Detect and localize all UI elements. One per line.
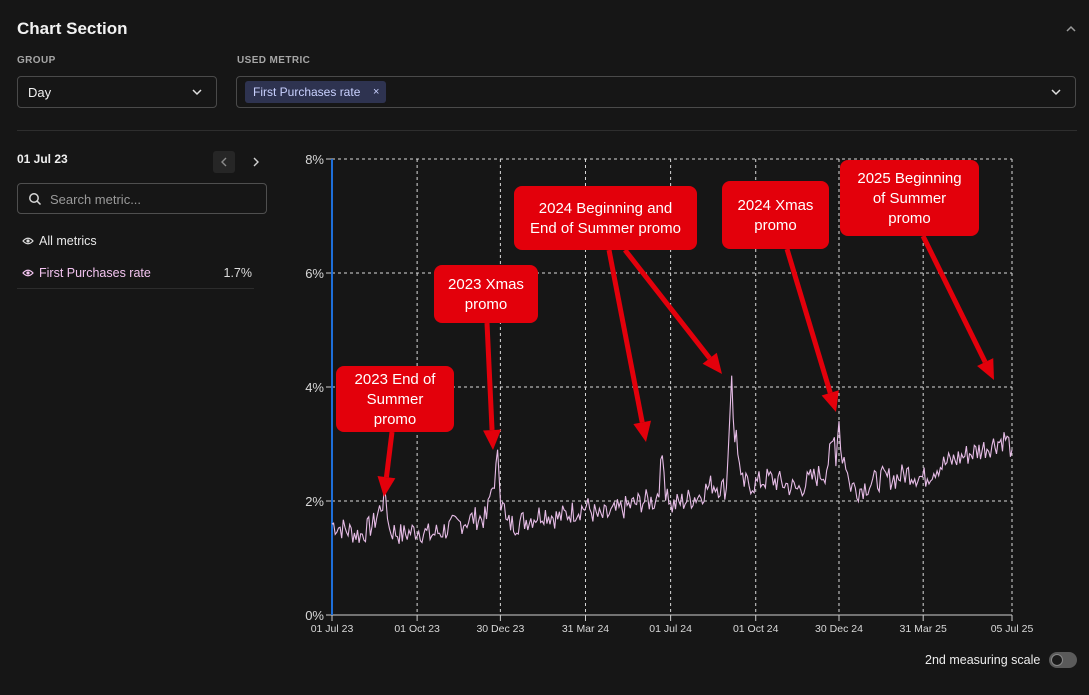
eye-icon[interactable] xyxy=(22,235,34,247)
annotation-arrowhead xyxy=(702,352,722,374)
annotation-callout: 2023 Xmas promo xyxy=(434,265,538,450)
y-tick-label: 6% xyxy=(305,266,324,281)
second-scale-toggle[interactable] xyxy=(1049,652,1077,668)
annotation-text: of Summer xyxy=(873,190,946,207)
group-label: GROUP xyxy=(17,55,56,66)
x-tick-label: 01 Jul 23 xyxy=(311,623,354,635)
metric-chip-label: First Purchases rate xyxy=(253,85,361,99)
annotation-text: 2023 End of xyxy=(355,371,437,388)
annotation-box xyxy=(336,366,454,432)
series-line xyxy=(331,375,1013,544)
metric-name: First Purchases rate xyxy=(39,266,151,280)
all-metrics-label: All metrics xyxy=(39,234,97,248)
annotation-arrowhead xyxy=(377,476,396,497)
x-tick-label: 01 Oct 24 xyxy=(733,623,779,635)
annotation-text: 2024 Xmas xyxy=(738,197,814,214)
annotation-callout: 2025 Beginning of Summer promo xyxy=(840,160,994,380)
annotation-text: 2024 Beginning and xyxy=(539,200,672,217)
x-tick-label: 01 Jul 24 xyxy=(649,623,692,635)
line-chart-svg: 0% 2% 4% 6% 8% 01 Jul 23 01 Oct 23 30 Dec 23 31… xyxy=(305,152,1034,635)
annotation-text: promo xyxy=(754,217,797,234)
selected-date: 01 Jul 23 xyxy=(17,152,68,166)
annotation-box xyxy=(840,160,979,236)
annotation-text: promo xyxy=(374,411,417,428)
search-box[interactable] xyxy=(17,183,267,214)
annotation-arrow xyxy=(920,234,988,364)
prev-button[interactable] xyxy=(213,151,235,173)
annotation-arrowhead xyxy=(633,420,652,442)
annotation-callout: 2024 Beginning and End of Summer promo xyxy=(514,186,722,442)
annotation-arrow xyxy=(606,249,645,423)
second-scale-label: 2nd measuring scale xyxy=(925,653,1041,667)
chevron-down-icon xyxy=(192,89,202,96)
x-tick-label: 31 Mar 25 xyxy=(900,623,947,635)
annotation-box xyxy=(514,186,697,250)
annotation-box xyxy=(722,181,829,249)
annotation-text: Summer xyxy=(367,391,424,408)
annotation-text: promo xyxy=(888,210,931,227)
group-select[interactable]: Day xyxy=(17,76,217,108)
eye-icon[interactable] xyxy=(22,267,34,279)
annotation-box xyxy=(434,265,538,323)
used-metric-label: USED METRIC xyxy=(237,55,311,66)
divider xyxy=(17,130,1077,131)
annotation-text: End of Summer promo xyxy=(530,220,681,237)
annotation-callout: 2024 Xmas promo xyxy=(722,181,839,412)
chevron-left-icon xyxy=(221,157,227,167)
annotation-arrowhead xyxy=(977,358,994,380)
annotation-text: 2023 Xmas xyxy=(448,276,524,293)
annotation-arrow xyxy=(784,248,833,394)
toggle-knob xyxy=(1051,654,1063,666)
list-item-first-purchases[interactable]: First Purchases rate 1.7% xyxy=(17,260,254,289)
x-tick-label: 01 Oct 23 xyxy=(394,623,440,635)
metric-chip: First Purchases rate × xyxy=(245,81,387,103)
y-tick-label: 4% xyxy=(305,380,324,395)
x-tick-label: 31 Mar 24 xyxy=(562,623,609,635)
annotation-text: 2025 Beginning xyxy=(857,170,961,187)
annotation-arrow xyxy=(623,248,712,360)
x-tick-label: 30 Dec 23 xyxy=(476,623,524,635)
annotation-arrowhead xyxy=(483,429,502,450)
chip-remove-icon[interactable]: × xyxy=(372,86,380,98)
chart[interactable]: 0% 2% 4% 6% 8% 01 Jul 23 01 Oct 23 30 Dec 23 31… xyxy=(290,145,1050,645)
list-item-all-metrics[interactable]: All metrics xyxy=(17,228,254,254)
annotation-callout: 2023 End of Summer promo xyxy=(336,366,454,497)
search-icon xyxy=(29,193,42,206)
chevron-down-icon xyxy=(1051,89,1061,96)
annotation-arrow xyxy=(383,431,395,478)
group-select-value: Day xyxy=(28,85,52,100)
section-title: Chart Section xyxy=(17,19,128,38)
next-button[interactable] xyxy=(245,151,267,173)
metric-select[interactable]: First Purchases rate × xyxy=(236,76,1076,108)
chevron-right-icon xyxy=(253,157,259,167)
y-tick-label: 0% xyxy=(305,608,324,623)
metric-value: 1.7% xyxy=(223,266,253,280)
search-input[interactable] xyxy=(50,190,255,208)
annotation-arrow xyxy=(484,322,495,431)
x-tick-label: 05 Jul 25 xyxy=(991,623,1034,635)
y-tick-label: 8% xyxy=(305,152,324,167)
x-tick-label: 30 Dec 24 xyxy=(815,623,863,635)
y-tick-label: 2% xyxy=(305,494,324,509)
annotation-text: promo xyxy=(465,296,508,313)
annotation-arrowhead xyxy=(821,390,839,412)
chevron-up-icon[interactable] xyxy=(1062,20,1080,38)
